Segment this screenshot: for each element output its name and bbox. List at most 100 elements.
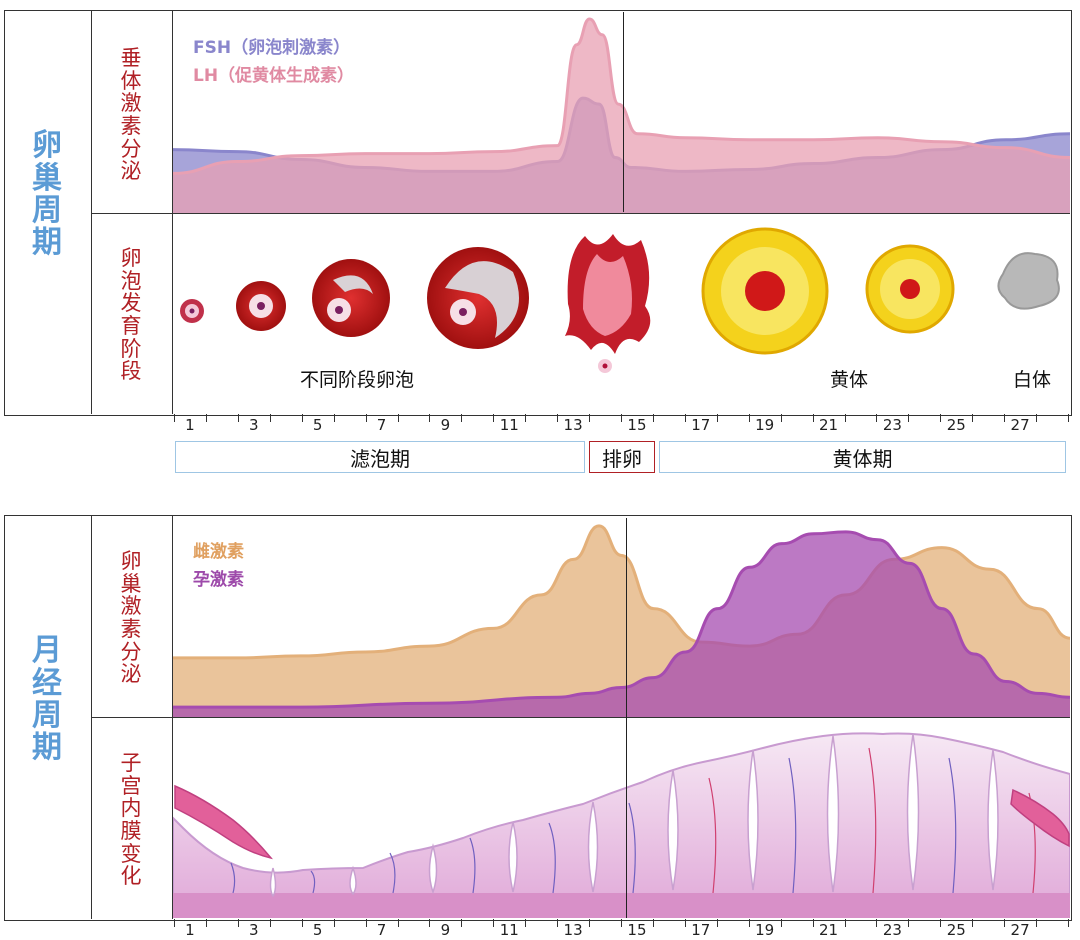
estrogen-line: [173, 524, 1070, 660]
bottom-day-label: 21: [818, 921, 839, 939]
follicle-illustrations: [180, 227, 1060, 373]
top-section-frame: [4, 10, 1072, 416]
ovulation-phase: 排卵: [589, 441, 655, 473]
top-day-label: 5: [312, 416, 323, 434]
ovarian-hormone-label: 卵巢激素分泌: [120, 548, 142, 687]
shedding-tissue-left: [174, 784, 273, 860]
top-tick-mark: [844, 414, 846, 422]
bottom-section-frame: [4, 515, 1072, 921]
top-tick-mark: [1036, 414, 1038, 422]
top-day-label: 7: [376, 416, 387, 434]
endometrium-basal-layer: [173, 893, 1070, 918]
fsh-legend: FSH（卵泡刺激素）: [193, 38, 351, 58]
menstrual-cycle-label: 月经周期: [32, 633, 62, 766]
top-tick-mark: [748, 414, 750, 422]
bottom-day-label: 25: [946, 921, 966, 939]
top-tick-mark: [301, 414, 303, 422]
top-row-divider: [91, 213, 1070, 214]
top-tick-mark: [174, 414, 175, 422]
bottom-tick-mark: [716, 919, 718, 927]
luteal-phase: 黄体期: [659, 441, 1066, 473]
ovulation-line-bottom: [626, 518, 627, 918]
top-tick-mark: [1068, 414, 1069, 422]
bottom-tick-mark: [748, 919, 750, 927]
top-tick-mark: [589, 414, 591, 422]
ovulation-line-top: [623, 12, 624, 212]
bottom-day-label: 9: [440, 921, 451, 939]
bottom-tick-mark: [525, 919, 527, 927]
bottom-day-label: 23: [882, 921, 902, 939]
bottom-tick-mark: [812, 919, 814, 927]
bottom-day-label: 1: [185, 921, 195, 939]
corpus-albicans: [997, 252, 1060, 310]
bottom-day-label: 15: [627, 921, 647, 939]
bottom-tick-mark: [333, 919, 335, 927]
bottom-tick-mark: [461, 919, 463, 927]
endometrium-illustration: [173, 732, 1070, 918]
bottom-tick-mark: [1004, 919, 1006, 927]
top-day-label: 13: [563, 416, 583, 434]
top-day-label: 21: [818, 416, 839, 434]
top-day-label: 15: [627, 416, 647, 434]
top-tick-mark: [621, 414, 622, 422]
lh-line: [173, 17, 1070, 175]
top-tick-mark: [333, 414, 335, 422]
top-day-label: 25: [946, 416, 966, 434]
secondary-follicle: [312, 259, 390, 337]
ovarian-cycle-label: 卵巢周期: [32, 128, 62, 261]
top-tick-mark: [812, 414, 814, 422]
bottom-tick-mark: [972, 919, 974, 927]
bottom-tick-mark: [1036, 919, 1038, 927]
bottom-tick-mark: [652, 919, 654, 927]
bottom-tick-mark: [174, 919, 175, 927]
top-tick-mark: [940, 414, 942, 422]
progesterone-line: [173, 530, 1070, 709]
top-tick-mark: [365, 414, 367, 422]
bottom-tick-mark: [557, 919, 559, 927]
bottom-tick-mark: [493, 919, 495, 927]
top-day-label: 9: [440, 416, 451, 434]
top-tick-mark: [493, 414, 495, 422]
lh-area: [173, 18, 1070, 213]
top-day-label: 19: [755, 416, 775, 434]
bottom-day-label: 11: [499, 921, 519, 939]
top-tick-mark: [429, 414, 431, 422]
endometrium-label: 子宫内膜变化: [120, 750, 142, 889]
top-tick-mark: [461, 414, 463, 422]
corpus-luteum-caption: 黄体: [830, 369, 869, 391]
bottom-tick-mark: [301, 919, 303, 927]
shedding-tissue-right: [1010, 788, 1070, 848]
top-tick-mark: [972, 414, 974, 422]
endometrium-surface: [173, 732, 1070, 918]
progesterone-legend: 孕激素: [193, 570, 244, 590]
bottom-tick-mark: [876, 919, 878, 927]
top-tick-mark: [557, 414, 559, 422]
ruptured-follicle: [565, 234, 651, 373]
top-tick-mark: [1004, 414, 1006, 422]
bottom-tick-mark: [940, 919, 942, 927]
top-tick-mark: [237, 414, 239, 422]
bottom-tick-mark: [269, 919, 271, 927]
lh-legend: LH（促黄体生成素）: [193, 66, 355, 86]
bottom-tick-mark: [365, 919, 367, 927]
follicle-caption: 不同阶段卵泡: [300, 369, 415, 391]
top-tick-mark: [716, 414, 718, 422]
bottom-tick-mark: [237, 919, 239, 927]
top-section-divider-1: [91, 10, 92, 414]
bottom-tick-mark: [429, 919, 431, 927]
corpus-albicans-caption: 白体: [1013, 369, 1052, 391]
top-tick-mark: [684, 414, 686, 422]
top-day-axis: 1 3 5 7 9 11 13 15 17 19 21 23 25 27: [0, 414, 1080, 438]
antral-follicle: [427, 247, 529, 349]
bottom-tick-mark: [844, 919, 846, 927]
bottom-tick-mark: [205, 919, 207, 927]
bottom-day-axis: 1 3 5 7 9 11 13 15 17 19 21 23 25 27: [0, 919, 1080, 940]
bottom-day-label: 17: [691, 921, 711, 939]
corpus-luteum-small: [865, 244, 955, 334]
bottom-day-label: 7: [376, 921, 387, 939]
top-tick-mark: [269, 414, 271, 422]
bottom-tick-mark: [1068, 919, 1069, 927]
top-tick-mark: [652, 414, 654, 422]
top-day-label: 27: [1010, 416, 1030, 434]
top-tick-mark: [908, 414, 910, 422]
